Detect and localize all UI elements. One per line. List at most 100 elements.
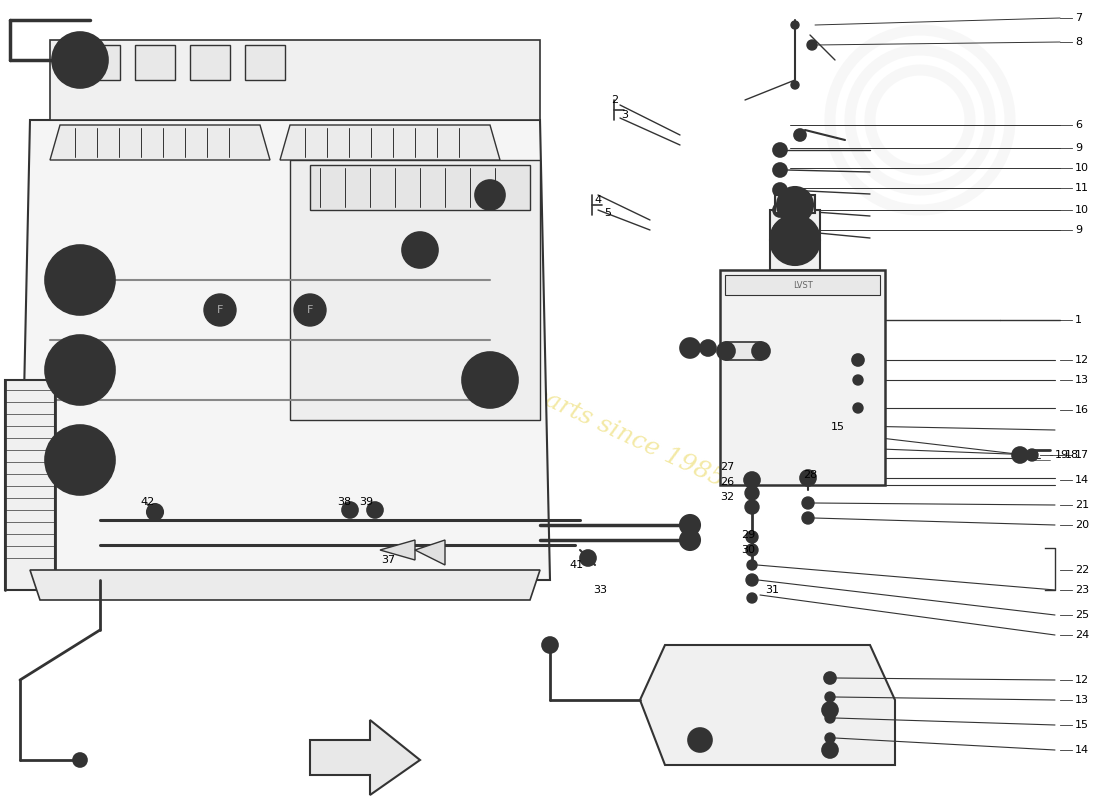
Circle shape bbox=[747, 560, 757, 570]
Text: 38: 38 bbox=[337, 497, 351, 507]
Circle shape bbox=[746, 544, 758, 556]
Text: 6: 6 bbox=[1075, 120, 1082, 130]
FancyBboxPatch shape bbox=[830, 420, 855, 432]
Circle shape bbox=[785, 195, 805, 215]
Circle shape bbox=[410, 240, 430, 260]
Circle shape bbox=[680, 530, 700, 550]
Text: 42: 42 bbox=[141, 497, 155, 507]
Circle shape bbox=[62, 262, 98, 298]
Circle shape bbox=[147, 504, 163, 520]
Text: 17: 17 bbox=[1075, 450, 1089, 460]
Text: 37: 37 bbox=[381, 555, 395, 565]
Polygon shape bbox=[6, 380, 55, 590]
Circle shape bbox=[542, 637, 558, 653]
Text: 14: 14 bbox=[1075, 475, 1089, 485]
Text: 13: 13 bbox=[1075, 695, 1089, 705]
Polygon shape bbox=[310, 720, 420, 795]
Circle shape bbox=[852, 354, 864, 366]
Circle shape bbox=[776, 186, 784, 194]
Circle shape bbox=[367, 502, 383, 518]
Text: F: F bbox=[307, 305, 314, 315]
Circle shape bbox=[62, 442, 98, 478]
Circle shape bbox=[744, 472, 760, 488]
FancyBboxPatch shape bbox=[720, 270, 886, 485]
Circle shape bbox=[752, 342, 770, 360]
Circle shape bbox=[73, 753, 87, 767]
Text: 20: 20 bbox=[1075, 520, 1089, 530]
Polygon shape bbox=[280, 125, 500, 160]
Circle shape bbox=[1026, 449, 1038, 461]
Text: 36: 36 bbox=[703, 345, 717, 355]
Circle shape bbox=[688, 728, 712, 752]
Circle shape bbox=[462, 352, 518, 408]
Circle shape bbox=[824, 672, 836, 684]
Text: a passion for parts since 1985: a passion for parts since 1985 bbox=[372, 309, 728, 491]
Text: 3: 3 bbox=[621, 110, 628, 120]
Text: 41: 41 bbox=[569, 560, 583, 570]
Circle shape bbox=[822, 702, 838, 718]
Circle shape bbox=[773, 223, 786, 237]
Text: 25: 25 bbox=[1075, 610, 1089, 620]
Text: 24: 24 bbox=[1075, 630, 1089, 640]
Circle shape bbox=[45, 425, 116, 495]
Circle shape bbox=[800, 470, 816, 486]
Circle shape bbox=[794, 129, 806, 141]
Circle shape bbox=[852, 375, 864, 385]
Text: 13: 13 bbox=[1075, 375, 1089, 385]
Text: 33: 33 bbox=[593, 585, 607, 595]
Circle shape bbox=[45, 335, 116, 405]
Circle shape bbox=[62, 352, 98, 388]
Text: 39: 39 bbox=[359, 497, 373, 507]
Circle shape bbox=[770, 215, 820, 265]
Circle shape bbox=[776, 206, 784, 214]
Polygon shape bbox=[50, 125, 270, 160]
Polygon shape bbox=[415, 540, 446, 565]
Text: 14: 14 bbox=[1075, 745, 1089, 755]
Text: 9: 9 bbox=[1075, 143, 1082, 153]
FancyBboxPatch shape bbox=[776, 195, 815, 213]
Circle shape bbox=[745, 500, 759, 514]
Text: 19: 19 bbox=[1055, 450, 1069, 460]
Polygon shape bbox=[50, 40, 540, 120]
Circle shape bbox=[776, 226, 784, 234]
Text: 23: 23 bbox=[1075, 585, 1089, 595]
Circle shape bbox=[773, 163, 786, 177]
Circle shape bbox=[204, 294, 236, 326]
Text: 1: 1 bbox=[1075, 315, 1082, 325]
Circle shape bbox=[747, 593, 757, 603]
Polygon shape bbox=[640, 645, 895, 765]
FancyBboxPatch shape bbox=[770, 210, 820, 270]
FancyBboxPatch shape bbox=[190, 45, 230, 80]
Circle shape bbox=[777, 187, 813, 223]
Text: 30: 30 bbox=[741, 545, 755, 555]
Circle shape bbox=[802, 512, 814, 524]
Circle shape bbox=[482, 187, 498, 203]
Text: 21: 21 bbox=[1075, 500, 1089, 510]
Text: 16: 16 bbox=[1075, 405, 1089, 415]
Circle shape bbox=[680, 515, 700, 535]
Circle shape bbox=[852, 403, 864, 413]
Circle shape bbox=[680, 338, 700, 358]
FancyBboxPatch shape bbox=[80, 45, 120, 80]
Text: 26: 26 bbox=[719, 477, 734, 487]
Text: 35: 35 bbox=[745, 345, 759, 355]
Text: 12: 12 bbox=[1075, 675, 1089, 685]
Circle shape bbox=[777, 222, 813, 258]
Circle shape bbox=[746, 574, 758, 586]
Text: 9: 9 bbox=[1075, 225, 1082, 235]
Circle shape bbox=[294, 294, 326, 326]
Text: 15: 15 bbox=[1075, 720, 1089, 730]
Circle shape bbox=[825, 692, 835, 702]
Polygon shape bbox=[290, 160, 540, 420]
Text: 10: 10 bbox=[1075, 163, 1089, 173]
Polygon shape bbox=[379, 540, 415, 560]
Circle shape bbox=[1012, 447, 1028, 463]
Circle shape bbox=[52, 32, 108, 88]
Text: 18: 18 bbox=[1065, 450, 1079, 460]
Circle shape bbox=[700, 340, 716, 356]
Text: 15: 15 bbox=[830, 422, 845, 432]
FancyBboxPatch shape bbox=[135, 45, 175, 80]
FancyBboxPatch shape bbox=[245, 45, 285, 80]
Text: 31: 31 bbox=[764, 585, 779, 595]
Circle shape bbox=[791, 21, 799, 29]
